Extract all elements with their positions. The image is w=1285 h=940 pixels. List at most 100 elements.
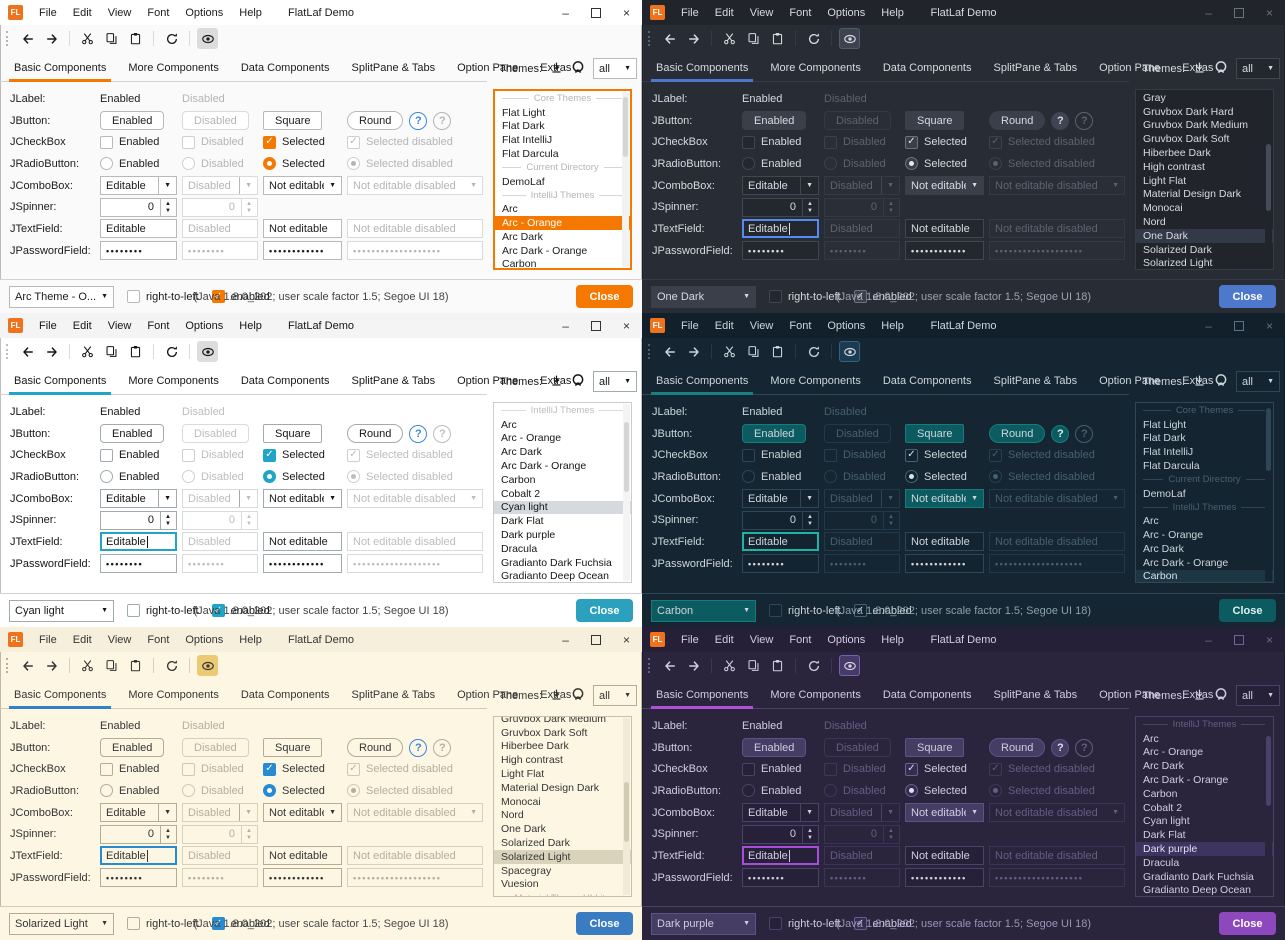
textfield-2[interactable]: Not editable — [263, 219, 342, 239]
tab-option-pane[interactable]: Option Pane — [457, 689, 519, 701]
spinner-buttons[interactable]: ▲ ▼ — [160, 825, 171, 843]
back-button[interactable] — [17, 28, 38, 49]
forward-button[interactable] — [41, 341, 62, 362]
help-button[interactable]: ? — [1051, 424, 1070, 443]
theme-item-dracula[interactable]: Dracula — [1143, 856, 1180, 869]
menu-font[interactable]: Font — [147, 633, 170, 646]
right-to-left-checkbox[interactable]: right-to-left — [127, 604, 199, 617]
download-themes-button[interactable] — [550, 688, 563, 704]
tab-basic-components[interactable]: Basic Components — [3, 368, 117, 395]
github-button[interactable] — [1214, 60, 1228, 77]
radio-selected[interactable]: Selected — [905, 470, 967, 484]
theme-item-gradianto-deep-ocean[interactable]: Gradianto Deep Ocean — [1143, 884, 1251, 897]
menu-file[interactable]: File — [39, 6, 57, 19]
maximize-button[interactable] — [590, 7, 601, 18]
checkbox-selected[interactable]: ✓ Selected — [263, 762, 325, 776]
minimize-button[interactable]: – — [1205, 632, 1212, 647]
help-button[interactable]: ? — [433, 424, 452, 443]
checkbox-enabled[interactable]: Enabled — [742, 762, 801, 776]
combobox-not-editable[interactable]: Not editable ▼ — [905, 489, 984, 509]
menu-font[interactable]: Font — [147, 319, 170, 332]
close-button[interactable]: Close — [1219, 285, 1276, 308]
radio-enabled[interactable]: Enabled — [100, 157, 159, 171]
toolbar-grip[interactable] — [648, 658, 652, 673]
download-themes-button[interactable] — [1193, 374, 1206, 390]
theme-combo[interactable]: One Dark ▼ — [651, 285, 756, 308]
theme-combo[interactable]: Cyan light ▼ — [9, 599, 114, 622]
enabled-button[interactable]: Enabled — [100, 111, 165, 131]
theme-list-scrollbar[interactable] — [1265, 718, 1272, 895]
back-button[interactable] — [17, 341, 38, 362]
tab-more-components[interactable]: More Components — [770, 689, 861, 701]
theme-item-flat-light[interactable]: Flat Light — [502, 106, 546, 119]
theme-item-arc-dark[interactable]: Arc Dark — [1143, 542, 1184, 555]
round-button[interactable]: Round — [347, 738, 404, 758]
back-button[interactable] — [659, 341, 680, 362]
close-window-button[interactable]: × — [622, 318, 630, 333]
round-button[interactable]: Round — [989, 111, 1046, 131]
theme-item-dark-flat[interactable]: Dark Flat — [501, 515, 544, 528]
theme-item-gruvbox-dark-soft[interactable]: Gruvbox Dark Soft — [1143, 133, 1230, 146]
menu-font[interactable]: Font — [147, 6, 170, 19]
theme-combo[interactable]: Dark purple ▼ — [651, 912, 756, 935]
tab-more-components[interactable]: More Components — [770, 62, 861, 74]
theme-item-arc[interactable]: Arc — [502, 203, 518, 216]
theme-item-light-flat[interactable]: Light Flat — [1143, 174, 1187, 187]
theme-item-solarized-dark[interactable]: Solarized Dark — [1143, 243, 1212, 256]
right-to-left-checkbox[interactable]: right-to-left — [769, 917, 841, 930]
textfield-2[interactable]: Not editable — [263, 532, 342, 552]
menu-view[interactable]: View — [107, 6, 132, 19]
enabled-checkbox[interactable]: ✓ enabled — [211, 290, 270, 303]
enabled-button[interactable]: Enabled — [100, 738, 165, 758]
passwordfield-0[interactable]: •••••••• — [100, 554, 177, 574]
copy-button[interactable] — [101, 655, 122, 676]
paste-button[interactable] — [125, 341, 146, 362]
theme-item-flat-intellij[interactable]: Flat IntelliJ — [502, 134, 553, 147]
passwordfield-2[interactable]: •••••••••••• — [263, 554, 342, 574]
maximize-button[interactable] — [1233, 7, 1244, 18]
cut-button[interactable] — [719, 28, 740, 49]
passwordfield-2[interactable]: •••••••••••• — [905, 554, 984, 574]
theme-item-monocai[interactable]: Monocai — [501, 795, 541, 808]
tab-splitpane-tabs[interactable]: SplitPane & Tabs — [993, 375, 1078, 387]
theme-item-demolaf[interactable]: DemoLaf — [502, 175, 545, 188]
radio-enabled[interactable]: Enabled — [100, 470, 159, 484]
tab-basic-components[interactable]: Basic Components — [645, 682, 759, 709]
cut-button[interactable] — [77, 28, 98, 49]
refresh-button[interactable] — [803, 655, 824, 676]
textfield-2[interactable]: Not editable — [905, 219, 984, 239]
textfield-0[interactable]: Editable — [742, 219, 819, 239]
theme-item-arc-orange[interactable]: Arc - Orange — [501, 432, 562, 445]
cut-button[interactable] — [77, 655, 98, 676]
spinner-buttons[interactable]: ▲ ▼ — [883, 511, 894, 529]
help-button[interactable]: ? — [433, 738, 452, 757]
textfield-0[interactable]: Editable — [100, 532, 177, 552]
theme-list[interactable]: IntelliJ Themes Arc Arc - Orange Arc Dark Ar… — [1135, 716, 1274, 897]
tab-splitpane-tabs[interactable]: SplitPane & Tabs — [351, 62, 436, 74]
spinner[interactable]: 0 ▲ ▼ — [100, 510, 177, 530]
copy-button[interactable] — [101, 341, 122, 362]
combobox-not-editable[interactable]: Not editable ▼ — [263, 176, 342, 196]
maximize-button[interactable] — [590, 320, 601, 331]
menu-edit[interactable]: Edit — [72, 319, 92, 332]
show-hidden-toggle-button[interactable] — [839, 28, 860, 49]
spinner-buttons[interactable]: ▲ ▼ — [802, 511, 813, 529]
theme-item-arc-orange[interactable]: Arc - Orange — [1143, 746, 1204, 759]
refresh-button[interactable] — [161, 341, 182, 362]
textfield-0[interactable]: Editable — [100, 219, 177, 239]
theme-item-flat-intellij[interactable]: Flat IntelliJ — [1143, 446, 1194, 459]
textfield-2[interactable]: Not editable — [905, 532, 984, 552]
spinner-buttons[interactable]: ▲ ▼ — [883, 825, 894, 843]
right-to-left-checkbox[interactable]: right-to-left — [127, 290, 199, 303]
paste-button[interactable] — [767, 28, 788, 49]
theme-list-scrollbar[interactable] — [623, 718, 630, 895]
show-hidden-toggle-button[interactable] — [839, 341, 860, 362]
spinner-buttons[interactable]: ▲ ▼ — [160, 511, 171, 529]
theme-item-high-contrast[interactable]: High contrast — [1143, 160, 1205, 173]
theme-filter-select[interactable]: all ▼ — [593, 685, 637, 706]
theme-filter-select[interactable]: all ▼ — [1236, 685, 1280, 706]
scrollbar-thumb[interactable] — [624, 781, 629, 842]
back-button[interactable] — [659, 28, 680, 49]
help-button[interactable]: ? — [433, 111, 452, 130]
github-button[interactable] — [1214, 687, 1228, 704]
